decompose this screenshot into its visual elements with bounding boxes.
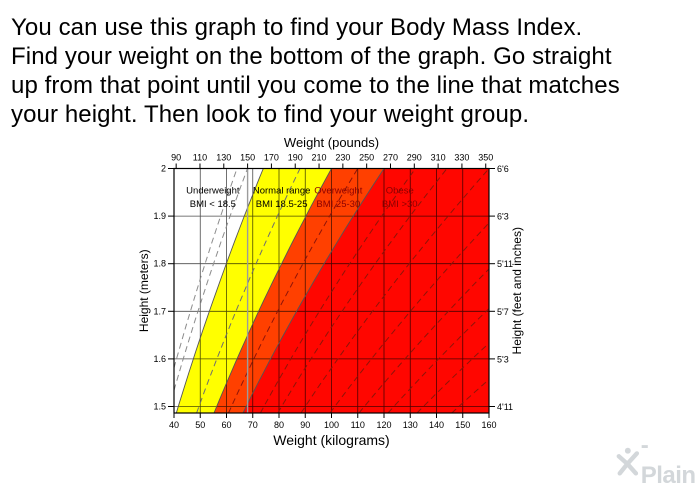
region-label-normal: Normal range <box>253 185 311 196</box>
bmi-dashed-line <box>387 308 490 414</box>
x-tick-label-lb: 210 <box>312 153 327 163</box>
intro-paragraph: You can use this graph to find your Body… <box>11 13 691 129</box>
x-tick-label-lb: 310 <box>431 153 446 163</box>
x-plain-watermark: -Plain <box>615 432 700 489</box>
y-tick-label-m: 1.6 <box>153 354 166 364</box>
x-tick-label-lb: 290 <box>407 153 422 163</box>
bmi-dashed-line <box>416 342 490 414</box>
x-tick-label-lb: 330 <box>454 153 469 163</box>
x-tick-label-lb: 270 <box>383 153 398 163</box>
y-tick-label-m: 1.8 <box>153 259 166 269</box>
intro-line: your height. Then look to find your weig… <box>11 101 530 128</box>
y-tick-label-m: 1.5 <box>153 402 166 412</box>
region-sublabel-obese: BMI >30 <box>382 199 418 210</box>
bmi-dashed-line <box>259 168 416 414</box>
x-tick-label-lb: 110 <box>193 153 207 163</box>
bmi-dashed-line <box>451 379 490 414</box>
x-tick-label-kg: 120 <box>376 420 391 430</box>
region-obese <box>243 168 489 413</box>
x-tick-label-kg: 80 <box>274 420 284 430</box>
x-tick-label-kg: 100 <box>324 420 339 430</box>
x-plain-person-icon <box>616 447 640 476</box>
region-sublabel-underweight: BMI < 18.5 <box>190 199 236 210</box>
x-tick-label-kg: 130 <box>403 420 418 430</box>
x-tick-label-lb: 90 <box>171 153 181 163</box>
y-axis-title-feet-inches: Height (feet and inches) <box>510 227 524 354</box>
region-label-underweight: Underweight <box>186 185 240 196</box>
intro-line: Find your weight on the bottom of the gr… <box>11 43 612 70</box>
bmi-dashed-line <box>173 168 238 369</box>
x-axis-title-kilograms: Weight (kilograms) <box>273 432 389 448</box>
gridlines <box>174 168 489 413</box>
x-tick-label-kg: 40 <box>169 420 179 430</box>
x-tick-label-lb: 150 <box>240 153 255 163</box>
y-tick-label-ft: 5'11 <box>497 259 513 269</box>
x-tick-label-kg: 60 <box>221 420 231 430</box>
y-axis-feet-inches: 6'6 6'3 5'11 5'7 5'3 4'11 Height (feet and inc… <box>489 164 524 412</box>
bmi-dashed-line <box>173 168 248 391</box>
bmi-chart: Underweight BMI < 18.5 Normal range BMI 18.… <box>137 135 524 448</box>
intro-line: You can use this graph to find your Body… <box>11 14 583 41</box>
x-axis-kilograms: 40 50 60 70 80 90 100 110 120 130 140 150 160 Weight … <box>169 413 497 448</box>
bmi-dashed-line <box>277 168 448 414</box>
y-tick-label-ft: 6'3 <box>497 212 509 222</box>
y-axis-meters: 2 1.9 1.8 1.7 1.6 1.5 Height (meters) <box>137 164 174 412</box>
y-tick-label-ft: 6'6 <box>497 164 509 174</box>
x-tick-label-kg: 50 <box>195 420 205 430</box>
x-tick-label-kg: 150 <box>455 420 470 430</box>
y-tick-label-ft: 5'3 <box>497 354 509 364</box>
region-labels: Underweight BMI < 18.5 Normal range BMI 18.… <box>186 185 417 210</box>
bmi-dashed-line <box>358 268 490 414</box>
y-tick-label-m: 1.9 <box>153 211 166 221</box>
x-axis-title-pounds: Weight (pounds) <box>284 135 379 150</box>
x-tick-label-kg: 90 <box>300 420 310 430</box>
x-tick-label-kg: 140 <box>429 420 444 430</box>
intro-line: up from that point until you come to the… <box>11 72 620 99</box>
x-axis-pounds: 90 110 130 150 170 190 210 230 250 270 290 310 330 35… <box>171 135 493 169</box>
bmi-dashed-line <box>329 222 490 414</box>
x-tick-label-kg: 110 <box>351 420 365 430</box>
region-sublabel-overweight: BMI 25-30 <box>316 199 360 210</box>
x-tick-label-lb: 230 <box>335 153 350 163</box>
y-tick-label-m: 2 <box>161 164 166 174</box>
y-axis-title-meters: Height (meters) <box>137 249 151 332</box>
x-plain-watermark-text: -Plain <box>640 432 696 489</box>
y-tick-label-ft: 5'7 <box>497 307 509 317</box>
bmi-dashed-line <box>300 168 490 414</box>
x-tick-label-lb: 250 <box>359 153 374 163</box>
x-tick-label-lb: 130 <box>216 153 231 163</box>
y-tick-label-ft: 4'11 <box>497 402 513 412</box>
x-tick-label-lb: 170 <box>264 153 279 163</box>
y-tick-label-m: 1.7 <box>153 306 166 316</box>
region-label-overweight: Overweight <box>314 185 362 196</box>
bmi-boundary-line <box>242 168 385 414</box>
x-tick-label-lb: 350 <box>478 153 493 163</box>
x-tick-label-lb: 190 <box>288 153 303 163</box>
region-label-obese: Obese <box>386 185 414 196</box>
bmi-boundary-line <box>213 168 332 414</box>
region-sublabel-normal: BMI 18.5-25 <box>256 199 308 210</box>
bmi-dashed-line <box>196 168 301 414</box>
x-tick-label-kg: 160 <box>481 420 496 430</box>
x-tick-label-kg: 70 <box>248 420 258 430</box>
